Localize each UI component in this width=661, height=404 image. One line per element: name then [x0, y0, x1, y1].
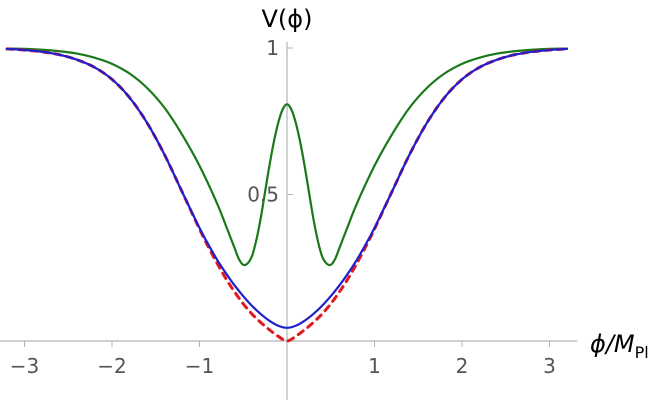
x-tick-label: −2 [97, 354, 126, 378]
x-tick-label: 3 [543, 354, 556, 378]
series-line-3 [5, 47, 569, 329]
x-axis-label: ϕ/MPl [590, 330, 649, 362]
axes [0, 42, 578, 400]
y-tick-label: 1 [266, 36, 279, 60]
x-tick-label: 1 [368, 354, 381, 378]
series-line-1 [5, 47, 569, 267]
series [5, 47, 569, 343]
ticks: −3 −2 −1 1 2 30.51 [10, 36, 556, 378]
x-tick-label: −1 [185, 354, 214, 378]
x-axis-label-main: ϕ/M [590, 330, 635, 358]
x-tick-label: 2 [456, 354, 469, 378]
x-tick-label: −3 [10, 354, 39, 378]
y-axis-label: V(ϕ) [262, 5, 313, 33]
x-axis-label-subscript: Pl [635, 343, 649, 362]
